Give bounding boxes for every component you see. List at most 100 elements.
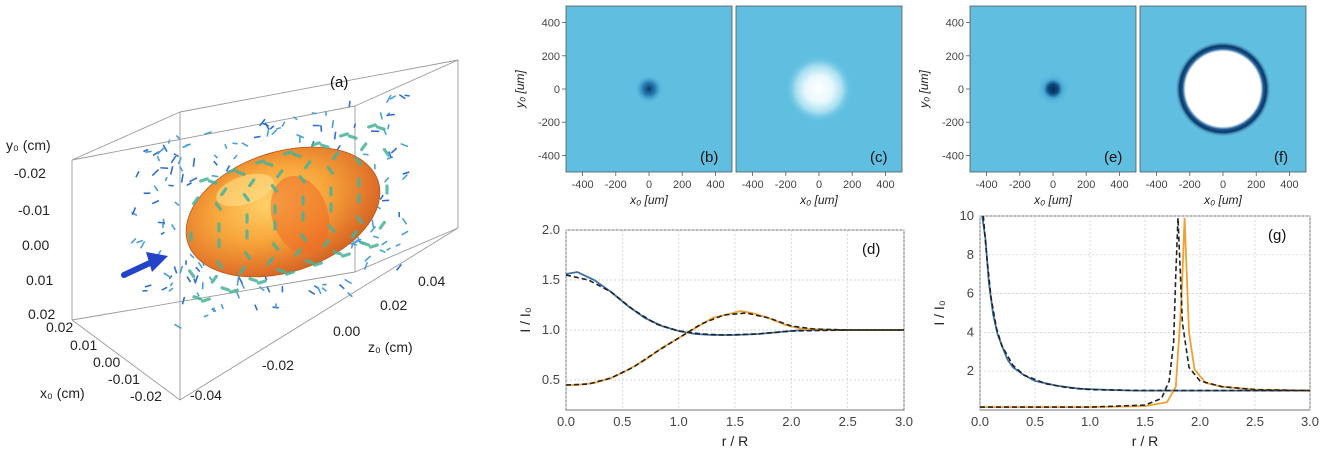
y0-tick: -0.02 <box>14 165 46 181</box>
vector-arrow <box>203 314 209 318</box>
vector-arrow <box>170 155 177 164</box>
z0-axis-label: z₀ (cm) <box>368 339 413 355</box>
vector-arrow <box>162 144 168 153</box>
vector-arrow <box>197 261 203 269</box>
x-tick-label: 0.5 <box>613 414 631 429</box>
vector-arrow <box>333 131 337 140</box>
x-tick-label: 200 <box>843 179 861 191</box>
swirl-arrow <box>332 151 340 161</box>
swirl-arrow <box>298 174 307 184</box>
vector-arrow <box>266 130 270 137</box>
y-tick-label: 1.5 <box>542 272 560 287</box>
x-tick-label: 1.5 <box>1136 414 1154 429</box>
vector-arrow <box>371 219 375 229</box>
vector-arrow <box>193 278 197 284</box>
x-tick-label: 400 <box>876 179 894 191</box>
y0-tick: 0.00 <box>22 237 49 253</box>
vector-arrow <box>395 263 403 271</box>
swirl-arrow <box>319 143 330 149</box>
x0-tick: -0.02 <box>130 388 162 404</box>
vector-arrow <box>241 142 249 147</box>
vector-arrow <box>204 131 212 135</box>
line-plot-panels: 0.0 0.5 1.0 1.5 2.0 2.5 3.0 0.5 1.0 1.5 2.0 (d) r / … <box>517 208 1319 449</box>
vector-arrow <box>311 112 317 115</box>
x-tick-label: 200 <box>1077 179 1095 191</box>
vector-arrow <box>363 261 369 270</box>
vector-arrow <box>179 265 184 274</box>
vector-arrow <box>164 176 168 182</box>
vector-arrow <box>379 249 386 254</box>
vector-arrow <box>386 124 390 130</box>
x0-tick: 0.00 <box>93 354 120 370</box>
swirl-arrow <box>276 169 284 179</box>
vector-arrow <box>186 182 192 187</box>
x-tick-label: -200 <box>775 179 797 191</box>
y0-axis-label: y₀ (cm) <box>6 137 51 153</box>
x-tick-label: 200 <box>1247 179 1265 191</box>
vector-arrow <box>401 230 409 236</box>
x-tick-label: 2.0 <box>782 414 800 429</box>
x-tick-label: 0 <box>646 179 652 191</box>
vector-arrow <box>144 284 152 288</box>
vector-arrow <box>136 239 144 244</box>
swirl-arrow <box>367 123 377 129</box>
vector-arrow <box>225 165 231 172</box>
y-tick-label: 2 <box>967 363 974 378</box>
z0-tick: -0.04 <box>190 387 222 403</box>
x-tick-label: 2.5 <box>1246 414 1264 429</box>
x-tick-label: -400 <box>976 179 998 191</box>
x-tick-label: -200 <box>1009 179 1031 191</box>
x-axis-label: x₀ [um] <box>1203 193 1242 207</box>
vector-arrow <box>220 303 224 310</box>
swirl-arrow <box>227 168 237 174</box>
vector-arrow <box>151 199 160 205</box>
x-axis-label: x₀ [um] <box>799 193 838 207</box>
y-axis-label: y₀ [um] <box>917 69 931 108</box>
x-tick-label: -400 <box>1146 179 1168 191</box>
vector-arrow <box>348 100 351 107</box>
y-tick-label: 200 <box>946 51 964 63</box>
panel-label: (e) <box>1104 149 1122 166</box>
vector-arrow <box>157 221 165 224</box>
vector-arrow <box>364 255 372 262</box>
vector-arrow <box>398 93 406 100</box>
y-tick-label: 2.0 <box>542 222 560 237</box>
swirl-arrow <box>304 160 312 170</box>
vector-arrow <box>390 147 398 154</box>
swirl-arrow <box>266 256 274 266</box>
x0-tick: 0.01 <box>70 337 97 353</box>
line-plot-d: 0.0 0.5 1.0 1.5 2.0 2.5 3.0 0.5 1.0 1.5 2.0 (d) r / … <box>517 222 913 449</box>
vector-arrow <box>373 235 380 239</box>
vector-arrow <box>143 148 149 153</box>
x-tick-label: 3.0 <box>1301 414 1319 429</box>
vector-arrow <box>224 143 228 150</box>
swirl-arrow <box>235 170 246 176</box>
swirl-arrow <box>294 247 302 257</box>
vector-arrow <box>208 276 213 281</box>
swirl-arrow <box>257 279 267 285</box>
x-axis-label: r / R <box>722 433 748 449</box>
swirl-arrow <box>360 241 371 247</box>
vector-arrow <box>236 277 240 286</box>
heatmap-e: (e) -400 -200 0 200 400 x₀ [um] 400 200 0 -200 -400… <box>917 5 1137 207</box>
x-tick-label: -200 <box>1179 179 1201 191</box>
vector-arrow <box>151 169 160 177</box>
swirl-arrow <box>263 161 274 167</box>
x-tick-label: 0 <box>816 179 822 191</box>
vector-arrow <box>183 143 189 148</box>
vector-arrow <box>153 185 159 192</box>
swirl-arrow <box>243 251 252 261</box>
panel-a-label: (a) <box>330 74 348 91</box>
x-tick-label: 2.0 <box>1191 414 1209 429</box>
panel-label: (d) <box>862 241 880 258</box>
x-axis-label: x₀ [um] <box>629 193 668 207</box>
ellipsoid-droplet <box>185 146 381 278</box>
heatmap-panels: (b) -400 -200 0 200 400 x₀ [um] 400 200 0 -200 -400… <box>513 5 1307 207</box>
swirl-arrow <box>255 159 265 165</box>
vector-arrow <box>296 133 305 139</box>
y-tick-label: 200 <box>542 51 560 63</box>
x-tick-label: 0 <box>1220 179 1226 191</box>
vector-arrow <box>253 135 261 139</box>
x-tick-label: 0.5 <box>1026 414 1044 429</box>
